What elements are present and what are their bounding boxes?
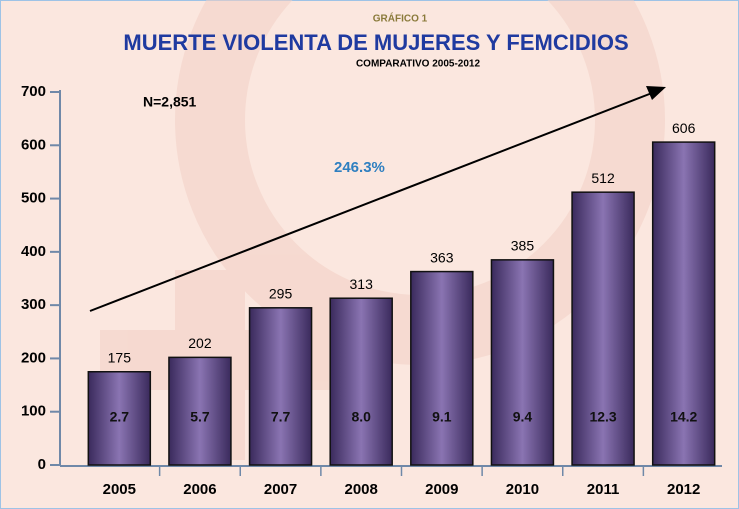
value-label: 313 [350,276,374,292]
value-label: 295 [269,286,293,302]
bar [248,307,313,466]
y-tick-label: 300 [21,296,46,313]
inner-label: 2.7 [110,409,130,425]
y-tick-label: 0 [38,456,46,473]
trend-arrow [89,92,653,312]
chart-title: MUERTE VIOLENTA DE MUJERES Y FEMCIDIOS [123,30,628,55]
bar [168,356,232,466]
inner-label: 8.0 [351,409,371,425]
value-label: 385 [511,238,535,254]
bar [651,141,716,466]
value-label: 202 [188,335,212,351]
annotation: N=2,851 [143,94,197,110]
bar [571,191,635,466]
y-tick-label: 700 [21,83,46,100]
annotation: 246.3% [334,159,385,176]
inner-label: 7.7 [271,409,291,425]
arrow-head [646,86,666,100]
bar [329,297,393,466]
value-label: 606 [672,120,696,136]
inner-label: 9.4 [513,409,533,425]
bar [410,270,474,466]
x-tick-label: 2006 [183,481,216,498]
x-tick-label: 2011 [587,481,620,498]
y-tick-label: 500 [21,190,46,207]
inner-label: 14.2 [670,409,697,425]
x-tick-label: 2010 [506,481,539,498]
inner-label: 12.3 [589,409,616,425]
x-tick-label: 2007 [264,481,297,498]
bar [490,259,555,466]
subtitle: COMPARATIVO 2005-2012 [356,59,481,70]
bar [87,371,152,466]
y-tick-label: 600 [21,136,46,153]
y-tick-label: 400 [21,243,46,260]
value-label: 175 [108,349,132,365]
x-tick-label: 2005 [103,481,136,498]
x-tick-label: 2009 [425,481,458,498]
inner-label: 5.7 [190,409,210,425]
inner-label: 9.1 [432,409,452,425]
x-tick-label: 2008 [345,481,378,498]
value-label: 363 [430,249,454,265]
y-tick-label: 100 [21,403,46,420]
y-tick-label: 200 [21,349,46,366]
value-label: 512 [591,170,615,186]
x-tick-label: 2012 [667,481,700,498]
supertitle: GRÁFICO 1 [373,12,428,25]
